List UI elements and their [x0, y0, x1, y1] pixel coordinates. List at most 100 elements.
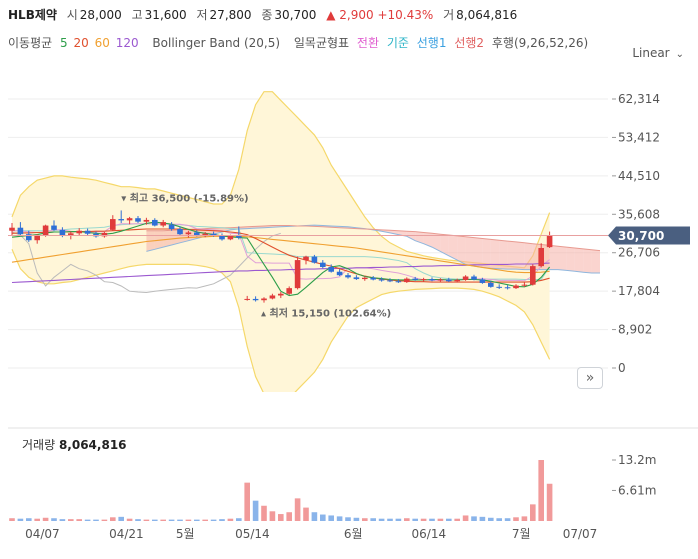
volume-bar: [336, 516, 343, 521]
ichimoku-cloud-segment: [390, 230, 399, 235]
y-tick-label: 35,608: [618, 207, 660, 221]
volume-bar: [252, 500, 259, 521]
volume-bar: [194, 519, 200, 521]
y-tick-label: 26,706: [618, 246, 660, 260]
candle-body: [34, 235, 40, 241]
volume-bar: [210, 519, 217, 521]
candle-body: [345, 275, 351, 278]
candle-body: [538, 247, 544, 267]
volume-bar: [236, 518, 242, 521]
candle-body: [261, 298, 267, 301]
volume-bar: [101, 519, 108, 521]
volume-bar: [17, 518, 24, 521]
ichimoku-cloud-segment: [490, 239, 500, 269]
candle-body: [84, 230, 91, 234]
candle-body: [395, 281, 402, 283]
volume-bar: [59, 519, 66, 521]
volume-bar: [546, 483, 553, 521]
volume-bar: [328, 515, 334, 521]
volume-bar: [42, 517, 49, 521]
volume-bar: [261, 505, 267, 521]
ichimoku-cloud-segment: [566, 247, 575, 272]
ichimoku-cloud-segment: [507, 241, 516, 270]
ichimoku-cloud-segment: [448, 235, 458, 261]
volume-bar: [202, 519, 208, 521]
lagging-legend: 후행(9,26,52,26): [491, 36, 589, 50]
candle-body: [17, 227, 24, 235]
candle-body: [68, 233, 74, 236]
volume-value: 8,064,816: [456, 8, 518, 22]
close-label: 종: [261, 8, 273, 22]
candle-body: [210, 233, 217, 236]
candle-body: [244, 298, 250, 300]
ichimoku-cloud-segment: [583, 248, 592, 274]
x-tick-label: 7월: [512, 527, 531, 541]
volume-bar: [530, 504, 536, 521]
ma5-legend: 5: [60, 36, 68, 50]
x-tick-label: 05/14: [235, 527, 270, 541]
ichimoku-cloud-segment: [516, 241, 525, 270]
volume-bar: [504, 518, 511, 521]
candle-body: [185, 232, 192, 235]
candle-body: [429, 279, 435, 281]
candle-body: [362, 277, 368, 280]
volume-bar: [68, 519, 74, 521]
ichimoku-cloud-segment: [558, 246, 567, 271]
base-legend: 기준: [386, 36, 409, 50]
volume-bar: [126, 518, 133, 521]
volume-bar: [446, 518, 452, 521]
volume-bar: [135, 519, 141, 521]
price-header: HLB제약 시 28,000 고 31,600 저 27,800 종 30,700 ▲ …: [8, 6, 523, 23]
volume-bar: [345, 517, 351, 521]
bollinger-legend[interactable]: Bollinger Band (20,5): [152, 36, 281, 50]
volume-bar: [303, 507, 309, 521]
scale-selector[interactable]: Linear ⌄: [632, 46, 684, 60]
volume-bar: [9, 518, 15, 521]
candle-body: [110, 219, 116, 230]
candle-body: [504, 287, 511, 289]
y-tick-label: 53,412: [618, 130, 660, 144]
volume-panel-value: 8,064,816: [58, 438, 127, 452]
volume-bar: [160, 519, 166, 521]
candle-body: [236, 235, 242, 238]
current-price-tag: [608, 226, 690, 245]
volume-bar: [471, 516, 477, 521]
ma-label[interactable]: 이동평균: [8, 36, 53, 50]
ichimoku-cloud-segment: [474, 237, 483, 268]
candle-body: [420, 279, 427, 281]
ma60-line: [11, 235, 550, 274]
candle-body: [446, 279, 452, 282]
x-tick-label: 06/14: [412, 527, 447, 541]
volume-panel-title: 거래량: [22, 438, 56, 452]
low-value: 27,800: [209, 8, 252, 22]
candle-body: [437, 279, 444, 281]
volume-bar: [286, 512, 292, 521]
span1-legend: 선행1: [416, 36, 447, 50]
bollinger-fill: [12, 91, 550, 392]
ichimoku-label[interactable]: 일목균형표: [293, 36, 350, 50]
candle-body: [521, 284, 528, 286]
volume-bar: [370, 518, 376, 521]
ichimoku-cloud-segment: [457, 235, 466, 265]
candle-body: [546, 235, 553, 248]
ichimoku-cloud-segment: [465, 236, 474, 267]
ma60-legend: 60: [94, 36, 110, 50]
volume-bar: [437, 518, 444, 521]
ichimoku-cloud-segment: [482, 238, 491, 269]
volume-bar: [362, 518, 368, 521]
x-tick-label: 04/21: [109, 527, 144, 541]
volume-tick-label: 13.2m: [618, 453, 656, 467]
indicator-legend: 이동평균 5 20 60 120 Bollinger Band (20,5) 일…: [8, 34, 592, 51]
volume-tick-label: 6.61m: [618, 483, 656, 497]
ma120-legend: 120: [115, 36, 139, 50]
volume-bar: [244, 482, 250, 521]
x-tick-label: 6월: [344, 527, 363, 541]
volume-bar: [387, 518, 393, 521]
volume-bar: [353, 517, 360, 521]
ichimoku-cloud-segment: [415, 231, 424, 244]
y-tick-label: 62,314: [618, 92, 660, 106]
candle-body: [278, 293, 284, 296]
scroll-latest-button[interactable]: »: [577, 367, 603, 389]
candle-body: [101, 232, 108, 237]
